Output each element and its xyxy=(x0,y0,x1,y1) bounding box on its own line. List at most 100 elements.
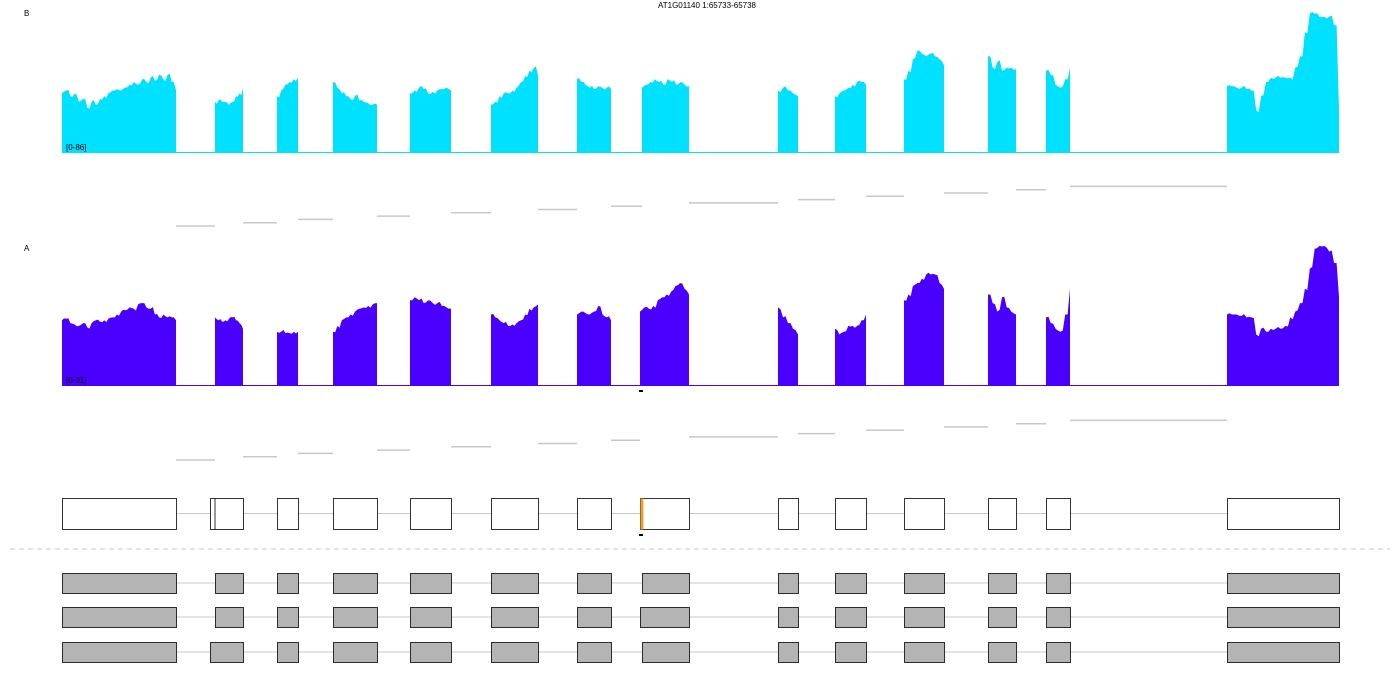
coverage-exon-2 xyxy=(215,87,243,153)
isoform-exon-8 xyxy=(642,573,690,594)
reference-exon-1 xyxy=(62,498,177,530)
coverage-exon-5 xyxy=(410,85,451,153)
coverage-a xyxy=(62,245,1339,386)
isoform-exon-2 xyxy=(215,573,244,594)
reference-exon-4 xyxy=(333,498,378,530)
coverage-track-a: A [0-91] xyxy=(24,244,1339,461)
isoform-exon-12 xyxy=(988,573,1017,594)
coverage-exon-3 xyxy=(277,329,298,386)
isoform-exon-8 xyxy=(640,607,690,628)
isoform-1 xyxy=(62,573,1340,594)
isoform-exon-12 xyxy=(988,607,1017,628)
reference-exon-14 xyxy=(1227,498,1340,530)
reference-exon-11 xyxy=(904,498,945,530)
isoform-exon-2 xyxy=(215,607,244,628)
coverage-exon-2 xyxy=(215,316,243,386)
coverage-exon-6 xyxy=(491,66,538,153)
isoform-exon-7 xyxy=(577,642,612,663)
coverage-exon-11 xyxy=(904,272,944,386)
isoform-exon-4 xyxy=(333,607,378,628)
position-marker-a xyxy=(639,390,643,392)
isoform-exon-13 xyxy=(1046,573,1071,594)
plot-title: AT1G01140 1:65733-65738 xyxy=(658,1,757,10)
isoform-exon-5 xyxy=(410,642,452,663)
coverage-exon-7 xyxy=(577,78,611,153)
isoform-exon-2 xyxy=(210,642,244,663)
coverage-exon-9 xyxy=(778,307,798,386)
isoform-exon-14 xyxy=(1227,607,1340,628)
coverage-exon-13 xyxy=(1046,67,1070,153)
coverage-exon-4 xyxy=(333,303,377,386)
reference-gene-model xyxy=(62,498,1340,530)
isoform-models xyxy=(62,573,1340,663)
coverage-exon-11 xyxy=(904,50,944,153)
isoform-exon-13 xyxy=(1046,642,1071,663)
isoform-2 xyxy=(62,607,1340,628)
coverage-exon-3 xyxy=(277,77,298,153)
isoform-exon-4 xyxy=(333,573,378,594)
coverage-exon-14 xyxy=(1227,245,1339,386)
junctions-b xyxy=(176,185,1227,227)
coverage-exon-12 xyxy=(988,294,1016,386)
isoform-exon-12 xyxy=(988,642,1017,663)
isoform-exon-7 xyxy=(577,573,612,594)
reference-exon-8 xyxy=(640,498,690,530)
isoform-exon-1 xyxy=(62,642,177,663)
isoform-exon-3 xyxy=(277,573,299,594)
track-label-b: B xyxy=(24,9,29,18)
coverage-exon-10 xyxy=(835,80,866,153)
isoform-exon-1 xyxy=(62,573,177,594)
coverage-exon-5 xyxy=(410,297,451,386)
isoform-exon-10 xyxy=(835,573,867,594)
isoform-exon-10 xyxy=(835,607,867,628)
isoform-exon-1 xyxy=(62,607,177,628)
position-marker-ref xyxy=(639,534,643,536)
reference-exon-13 xyxy=(1046,498,1071,530)
isoform-3 xyxy=(62,642,1340,663)
coverage-exon-8 xyxy=(642,79,689,153)
isoform-exon-11 xyxy=(904,573,945,594)
coverage-exon-1 xyxy=(62,73,176,153)
coverage-exon-14 xyxy=(1227,12,1339,153)
coverage-exon-6 xyxy=(491,304,538,386)
isoform-exon-9 xyxy=(778,573,799,594)
isoform-exon-14 xyxy=(1227,642,1340,663)
coverage-exon-10 xyxy=(835,314,866,386)
isoform-exon-9 xyxy=(778,607,799,628)
isoform-exon-5 xyxy=(410,573,452,594)
isoform-exon-11 xyxy=(904,642,945,663)
reference-exon-12 xyxy=(988,498,1017,530)
reference-exon-3 xyxy=(277,498,299,530)
reference-exon-2 xyxy=(210,498,244,530)
coverage-exon-9 xyxy=(778,86,798,153)
reference-exon-7 xyxy=(577,498,612,530)
isoform-exon-9 xyxy=(778,642,799,663)
isoform-exon-6 xyxy=(491,573,539,594)
coverage-exon-4 xyxy=(333,82,377,153)
isoform-exon-5 xyxy=(410,607,452,628)
coverage-exon-13 xyxy=(1046,288,1070,386)
junctions-a xyxy=(176,419,1227,461)
isoform-exon-3 xyxy=(277,607,299,628)
coverage-exon-7 xyxy=(577,305,611,386)
reference-exon-highlight xyxy=(640,498,644,530)
coverage-exon-8 xyxy=(640,283,689,386)
coverage-b xyxy=(62,12,1339,153)
isoform-exon-11 xyxy=(904,607,945,628)
range-label-a: [0-91] xyxy=(66,376,86,385)
reference-exon-9 xyxy=(778,498,799,530)
isoform-exon-7 xyxy=(577,607,612,628)
isoform-exon-14 xyxy=(1227,573,1340,594)
isoform-exon-10 xyxy=(835,642,867,663)
isoform-exon-3 xyxy=(277,642,299,663)
coverage-exon-12 xyxy=(988,56,1016,153)
range-label-b: [0-86] xyxy=(66,143,86,152)
isoform-exon-13 xyxy=(1046,607,1071,628)
reference-exon-5 xyxy=(410,498,452,530)
coverage-track-b: B [0-86] xyxy=(24,9,1339,227)
isoform-exon-6 xyxy=(491,607,539,628)
track-label-a: A xyxy=(24,244,30,253)
isoform-exon-8 xyxy=(642,642,690,663)
isoform-exon-6 xyxy=(491,642,539,663)
